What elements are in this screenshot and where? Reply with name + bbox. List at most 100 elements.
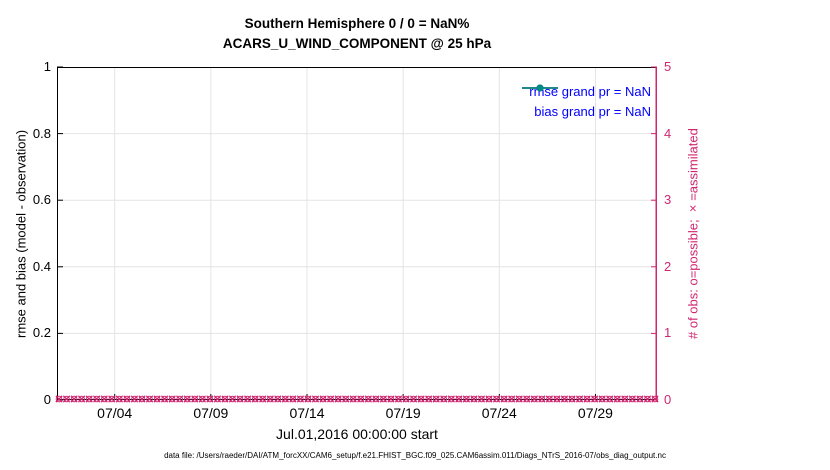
legend-label: rmse grand pr = NaN <box>529 83 651 99</box>
obs-possible-marker <box>448 395 455 403</box>
bias-legend-marker-icon <box>522 84 559 92</box>
obs-assimilated-marker <box>440 395 448 403</box>
obs-assimilated-marker <box>176 395 184 403</box>
obs-assimilated-marker <box>636 395 644 403</box>
obs-possible-marker <box>214 395 221 403</box>
obs-assimilated-marker <box>206 395 214 403</box>
obs-possible-marker <box>251 395 259 403</box>
obs-assimilated-marker <box>590 395 599 403</box>
obs-assimilated-marker <box>560 395 569 403</box>
obs-possible-marker <box>651 395 659 403</box>
obs-possible-marker <box>176 395 184 403</box>
obs-possible-marker <box>100 395 108 403</box>
obs-assimilated-marker <box>621 395 629 403</box>
obs-possible-marker <box>613 395 621 403</box>
obs-assimilated-marker <box>100 395 108 403</box>
y-left-tick-label: 0.2 <box>32 325 51 341</box>
obs-possible-marker <box>508 395 515 403</box>
obs-possible-marker <box>191 395 199 403</box>
obs-possible-marker <box>485 395 493 403</box>
obs-possible-marker <box>395 395 402 403</box>
plot-canvas <box>55 66 659 403</box>
obs-assimilated-marker <box>643 395 652 403</box>
y-right-tick-label: 4 <box>664 125 672 141</box>
obs-possible-marker <box>138 395 146 403</box>
obs-possible-marker <box>500 395 508 403</box>
obs-possible-marker <box>598 395 606 403</box>
obs-possible-marker <box>365 395 372 403</box>
obs-assimilated-marker <box>507 395 516 403</box>
obs-assimilated-marker <box>108 395 116 403</box>
obs-assimilated-marker <box>160 395 169 403</box>
y-right-tick-label: 3 <box>664 192 672 208</box>
obs-possible-marker <box>410 395 417 403</box>
obs-assimilated-marker <box>221 395 229 403</box>
obs-possible-marker <box>55 395 63 403</box>
obs-assimilated-marker <box>485 395 493 403</box>
obs-assimilated-marker <box>183 395 191 403</box>
obs-assimilated-marker <box>168 395 176 403</box>
obs-possible-marker <box>530 395 538 403</box>
obs-assimilated-marker <box>85 395 93 403</box>
obs-assimilated-marker <box>259 395 267 403</box>
obs-assimilated-marker <box>432 395 440 403</box>
y-left-tick-label: 0.4 <box>32 258 51 274</box>
obs-assimilated-marker <box>274 395 282 403</box>
obs-assimilated-marker <box>349 395 357 403</box>
datafile-note: data file: /Users/raeder/DAI/ATM_forcXX/… <box>164 451 666 460</box>
obs-assimilated-marker <box>115 395 124 403</box>
obs-assimilated-marker <box>77 395 86 403</box>
obs-possible-marker <box>417 395 425 403</box>
obs-possible-marker <box>568 395 576 403</box>
obs-possible-marker <box>319 395 327 403</box>
obs-assimilated-marker <box>598 395 606 403</box>
obs-assimilated-marker <box>394 395 403 403</box>
obs-possible-marker <box>644 395 651 403</box>
obs-possible-marker <box>515 395 523 403</box>
obs-assimilated-marker <box>334 395 342 403</box>
obs-possible-marker <box>478 395 485 403</box>
obs-assimilated-marker <box>228 395 237 403</box>
chart-title: Southern Hemisphere 0 / 0 = NaN% <box>244 16 470 31</box>
obs-possible-marker <box>636 395 644 403</box>
obs-assimilated-marker <box>281 395 289 403</box>
obs-assimilated-marker <box>326 395 335 403</box>
obs-assimilated-marker <box>409 395 418 403</box>
obs-assimilated-marker <box>153 395 161 403</box>
obs-possible-marker <box>470 395 478 403</box>
obs-assimilated-marker <box>575 395 584 403</box>
obs-possible-marker <box>538 395 546 403</box>
obs-possible-marker <box>591 395 598 403</box>
right-y-axis-label: # of obs: o=possible; ×=assimilated <box>685 128 701 339</box>
obs-assimilated-marker <box>515 395 523 403</box>
obs-possible-marker <box>327 395 334 403</box>
y-left-tick-label: 0.6 <box>32 192 51 208</box>
obs-assimilated-marker <box>198 395 207 403</box>
obs-possible-marker <box>244 395 251 403</box>
obs-possible-marker <box>70 395 78 403</box>
obs-possible-marker <box>108 395 116 403</box>
obs-assimilated-marker <box>447 395 455 403</box>
obs-possible-marker <box>206 395 214 403</box>
obs-assimilated-marker <box>553 395 561 403</box>
obs-assimilated-marker <box>583 395 591 403</box>
x-tick-label: 07/14 <box>289 405 325 421</box>
obs-possible-marker <box>93 395 101 403</box>
obs-assimilated-marker <box>289 395 297 403</box>
obs-possible-marker <box>553 395 561 403</box>
obs-possible-marker <box>85 395 93 403</box>
plot-area: rmse grand pr = NaN bias grand pr = NaN <box>55 66 659 403</box>
obs-assimilated-marker <box>70 395 78 403</box>
legend: rmse grand pr = NaN bias grand pr = NaN <box>522 81 651 121</box>
obs-possible-marker <box>221 395 229 403</box>
obs-assimilated-marker <box>138 395 146 403</box>
y-right-tick-label: 5 <box>664 59 672 74</box>
obs-assimilated-marker <box>523 395 531 403</box>
obs-possible-marker <box>131 395 138 403</box>
obs-possible-marker <box>349 395 357 403</box>
obs-possible-marker <box>259 395 266 403</box>
x-tick-label: 07/19 <box>385 405 421 421</box>
x-tick-label: 07/29 <box>577 405 613 421</box>
chart-subtitle: ACARS_U_WIND_COMPONENT @ 25 hPa <box>222 36 492 51</box>
legend-label: bias grand pr = NaN <box>534 103 651 119</box>
